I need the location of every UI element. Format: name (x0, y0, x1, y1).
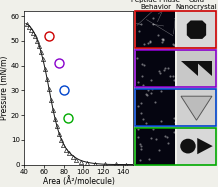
Text: Peptide Phase
Behavior: Peptide Phase Behavior (131, 0, 180, 10)
X-axis label: Area (Å²/molecule): Area (Å²/molecule) (43, 176, 114, 186)
Polygon shape (187, 20, 206, 39)
Circle shape (180, 139, 196, 154)
Y-axis label: Pressure (mN/m): Pressure (mN/m) (0, 56, 9, 120)
Polygon shape (181, 61, 198, 76)
Point (174, 20, 178, 23)
Point (191, 105, 194, 108)
Polygon shape (197, 138, 213, 154)
Point (199, 7, 203, 10)
Text: Gold
Nanocrystal: Gold Nanocrystal (175, 0, 217, 10)
Polygon shape (182, 97, 211, 119)
Polygon shape (194, 61, 212, 76)
Point (215, 46, 218, 49)
